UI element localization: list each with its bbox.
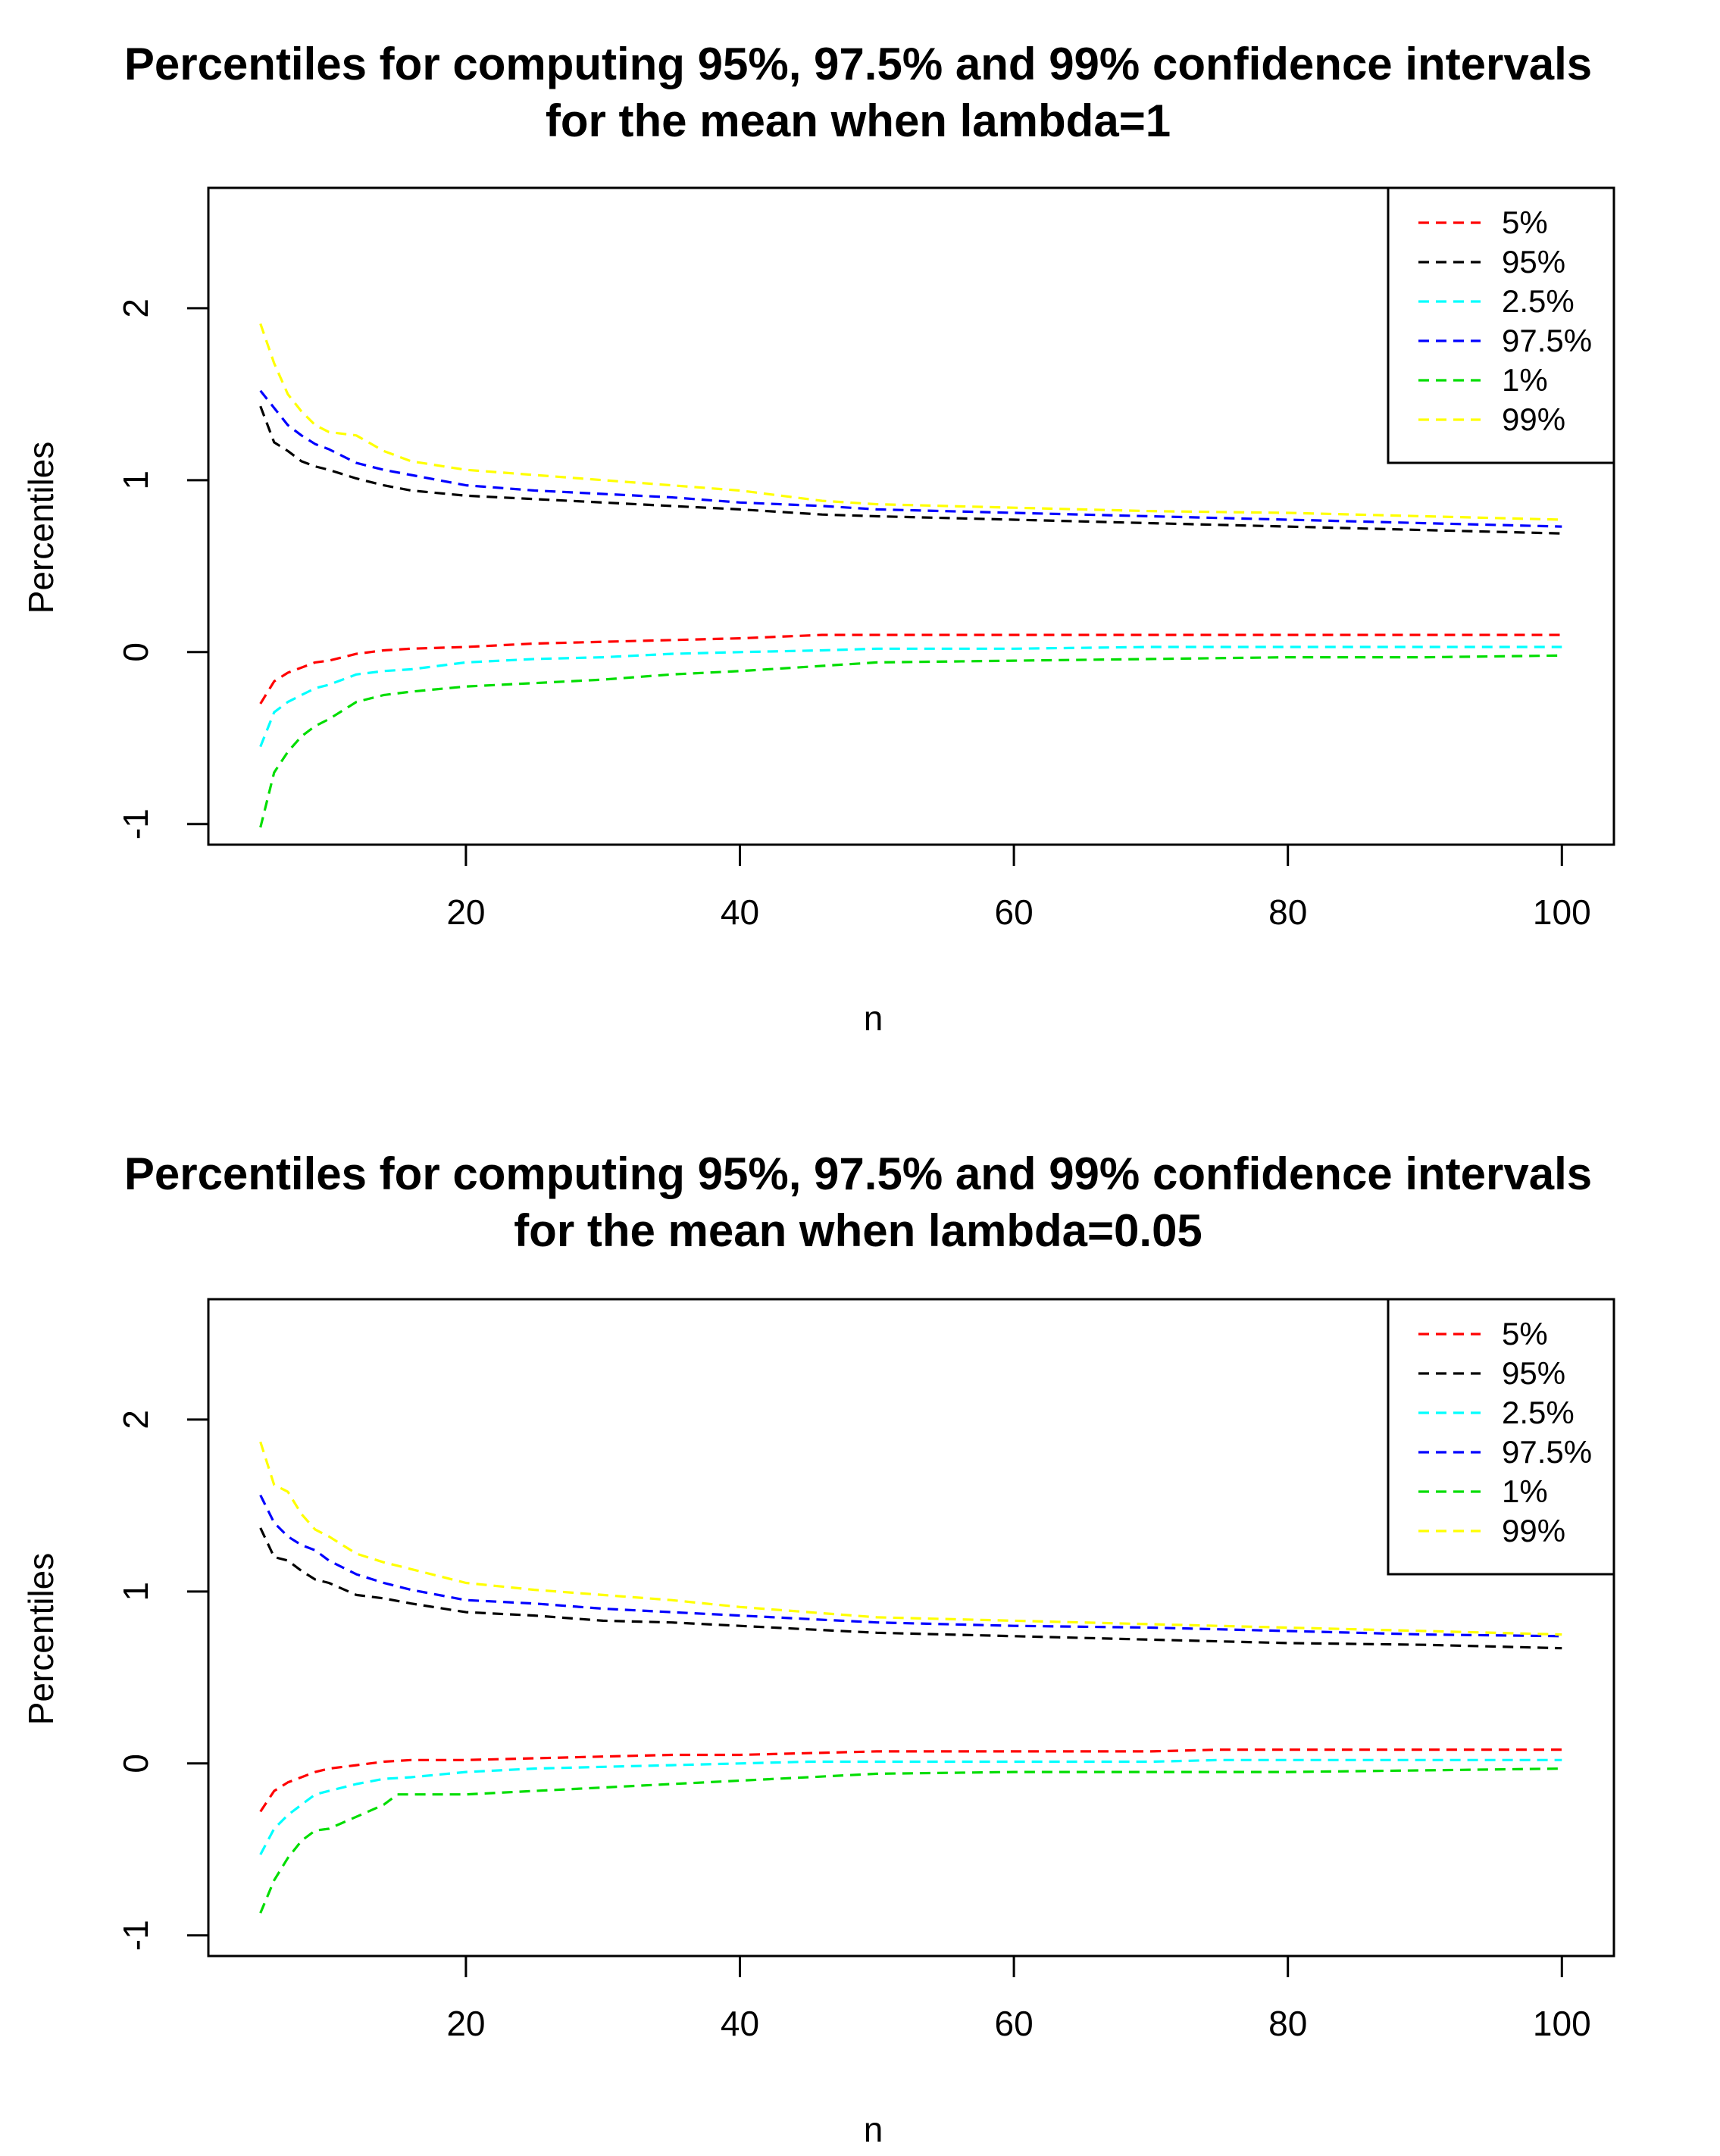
legend: 5% 95% 2.5% 97.5%1% 99% xyxy=(1387,1298,1615,1576)
series-line-1% xyxy=(259,654,1562,828)
series-line-2.5% xyxy=(259,645,1562,748)
legend-label: 97.5% xyxy=(1502,323,1592,358)
x-tick-label: 80 xyxy=(1268,892,1307,932)
legend-label: 97.5% xyxy=(1502,1434,1592,1470)
x-tick-label: 20 xyxy=(446,2004,485,2043)
series-line-5% xyxy=(259,633,1562,705)
legend-label: 5% xyxy=(1502,1316,1548,1351)
plot-frame xyxy=(207,1298,1615,1958)
chart-panel-2: Percentiles for computing 95%, 97.5% and… xyxy=(21,1148,1615,2149)
y-tick-label: 0 xyxy=(116,642,155,662)
series-line-5% xyxy=(259,1748,1562,1813)
series-line-1% xyxy=(259,1767,1562,1914)
y-tick-label: 0 xyxy=(116,1754,155,1773)
chart-panel-1: Percentiles for computing 95%, 97.5% and… xyxy=(21,39,1615,1038)
legend-label: 1% xyxy=(1502,1473,1548,1509)
x-tick-label: 80 xyxy=(1268,2004,1307,2043)
legend-label: 5% xyxy=(1502,205,1548,240)
x-axis-label: n xyxy=(864,2110,883,2149)
y-tick-label: 2 xyxy=(116,1410,155,1430)
series-line-97.5% xyxy=(259,1494,1562,1638)
series-line-99% xyxy=(259,1441,1562,1636)
x-tick-label: 20 xyxy=(446,892,485,932)
y-axis-label: Percentiles xyxy=(21,442,61,614)
x-tick-label: 100 xyxy=(1533,2004,1591,2043)
y-axis-label: Percentiles xyxy=(21,1553,61,1726)
legend-box xyxy=(1387,186,1615,464)
x-axis-label: n xyxy=(864,998,883,1038)
chart-title-line-1: Percentiles for computing 95%, 97.5% and… xyxy=(124,39,1592,89)
legend-label: 2.5% xyxy=(1502,283,1575,319)
series-line-95% xyxy=(259,1527,1562,1650)
x-tick-label: 40 xyxy=(721,2004,759,2043)
series-line-2.5% xyxy=(259,1758,1562,1855)
series-line-99% xyxy=(259,323,1562,521)
legend-label: 2.5% xyxy=(1502,1395,1575,1430)
y-tick-label: 1 xyxy=(116,470,155,490)
legend-label: 99% xyxy=(1502,1513,1565,1548)
y-tick-label: 2 xyxy=(116,298,155,318)
chart-title-line-1: Percentiles for computing 95%, 97.5% and… xyxy=(124,1148,1592,1199)
y-tick-label: 1 xyxy=(116,1582,155,1601)
legend-label: 1% xyxy=(1502,362,1548,398)
x-tick-label: 60 xyxy=(995,2004,1034,2043)
chart-title-line-2: for the mean when lambda=1 xyxy=(546,95,1171,146)
series-line-97.5% xyxy=(259,389,1562,528)
x-tick-label: 60 xyxy=(995,892,1034,932)
x-tick-label: 100 xyxy=(1533,892,1591,932)
legend-label: 95% xyxy=(1502,244,1565,280)
y-tick-label: -1 xyxy=(116,1920,155,1951)
plot-frame xyxy=(207,186,1615,846)
chart-title-line-2: for the mean when lambda=0.05 xyxy=(514,1205,1202,1256)
legend-box xyxy=(1387,1298,1615,1576)
series-line-95% xyxy=(259,405,1562,535)
y-tick-label: -1 xyxy=(116,808,155,839)
legend-label: 95% xyxy=(1502,1355,1565,1391)
legend-label: 99% xyxy=(1502,402,1565,437)
x-tick-label: 40 xyxy=(721,892,759,932)
legend: 5% 95%2.5% 97.5% 1% 99% xyxy=(1387,186,1615,464)
